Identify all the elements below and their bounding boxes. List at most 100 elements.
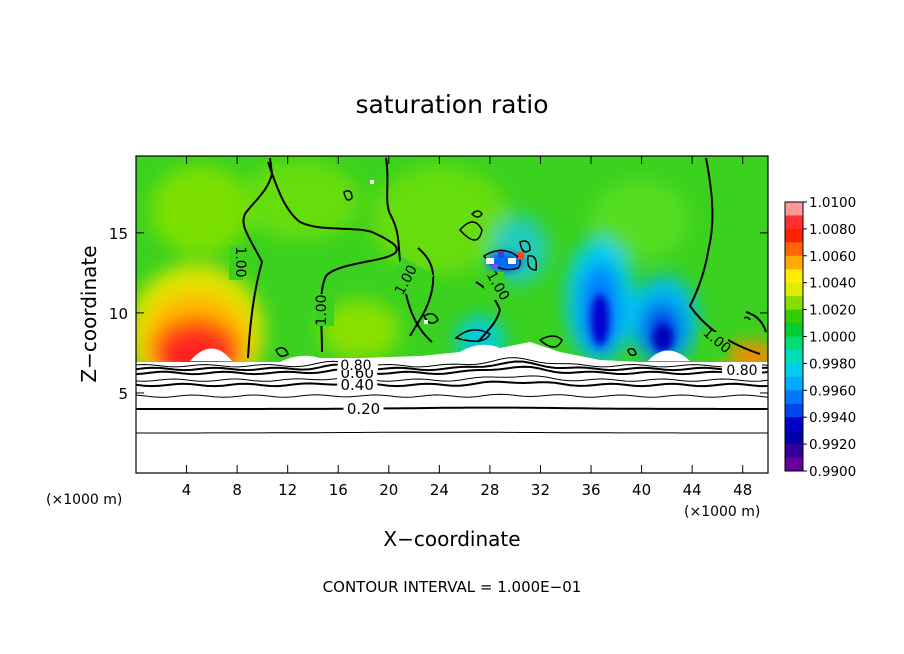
colorbar-label: 0.9940 bbox=[809, 410, 856, 426]
colorbar-label: 0.9920 bbox=[809, 437, 856, 453]
colorbar-swatch bbox=[785, 323, 803, 337]
speckle bbox=[370, 180, 374, 184]
colorbar-label: 1.0000 bbox=[809, 330, 856, 346]
light-green-patch bbox=[590, 180, 690, 260]
contour-label-bg bbox=[700, 332, 728, 356]
light-green-patch bbox=[150, 165, 250, 255]
saturated-core-left bbox=[190, 348, 232, 361]
colorbar bbox=[784, 201, 804, 472]
x-axis-label: X−coordinate bbox=[383, 527, 520, 551]
colorbar-swatch bbox=[785, 403, 803, 418]
colorbar-swatch bbox=[785, 255, 803, 270]
colorbar-label: 0.9980 bbox=[809, 356, 856, 372]
x-tick-label: 4 bbox=[182, 481, 192, 499]
contour-line bbox=[136, 393, 768, 398]
colorbar-swatch bbox=[785, 457, 803, 472]
colorbar-swatch bbox=[785, 309, 803, 324]
colorbar-swatch bbox=[785, 349, 803, 364]
colorbar-label: 1.0100 bbox=[809, 195, 856, 211]
contour-label-bg bbox=[484, 272, 504, 300]
contour-line bbox=[136, 360, 768, 372]
light-green-patch bbox=[370, 165, 510, 275]
contour-label-bg bbox=[343, 400, 384, 415]
colorbar-swatch bbox=[785, 444, 803, 459]
x-unit-left: (×1000 m) bbox=[46, 492, 122, 508]
speckle bbox=[498, 252, 504, 258]
colorbar-swatch bbox=[785, 430, 803, 445]
colorbar-swatch bbox=[785, 282, 803, 297]
contour-line bbox=[136, 406, 768, 410]
x-tick-label: 12 bbox=[278, 481, 297, 499]
contour-line bbox=[136, 365, 768, 376]
contour-labels: 1.00 1.00 1.00 1.00 1.00 0.80 0.80 bbox=[229, 246, 762, 379]
contour-label: 1.00 bbox=[232, 246, 248, 277]
contour-label-bg bbox=[229, 246, 243, 280]
x-ticks: 4 8 12 16 20 24 28 32 36 40 44 48 bbox=[182, 156, 752, 499]
colorbar-label: 1.0040 bbox=[809, 276, 856, 292]
x-tick-label: 16 bbox=[329, 481, 348, 499]
x-tick-label: 44 bbox=[683, 481, 702, 499]
colorbar-swatch bbox=[785, 376, 803, 391]
colorbar-label: 1.0080 bbox=[809, 222, 856, 238]
y-axis-label: Z−coordinate bbox=[77, 245, 101, 382]
colorbar-swatch bbox=[785, 336, 803, 351]
contour-lines-dry: 0.200.400.60 bbox=[136, 357, 768, 434]
colorbar-swatch bbox=[785, 269, 803, 284]
x-tick-label: 36 bbox=[581, 481, 600, 499]
speckle bbox=[508, 258, 516, 264]
x-tick-label: 32 bbox=[531, 481, 550, 499]
plot-frame bbox=[135, 155, 769, 474]
x-tick-label: 24 bbox=[430, 481, 449, 499]
contour-label-bg bbox=[338, 358, 378, 370]
x-tick-label: 28 bbox=[480, 481, 499, 499]
contour-1-lines bbox=[242, 157, 767, 359]
contour-label: 1.00 bbox=[314, 294, 330, 325]
x-unit-right: (×1000 m) bbox=[684, 504, 760, 520]
colorbar-labels: 1.0100 1.0080 1.0060 1.0040 1.0020 1.0000 0.99… bbox=[803, 195, 856, 480]
light-green-patch bbox=[320, 300, 400, 360]
y-tick-label: 15 bbox=[109, 225, 128, 243]
y-tick-label: 5 bbox=[118, 385, 128, 403]
speckle bbox=[486, 258, 494, 264]
colorbar-swatch bbox=[785, 417, 803, 432]
speckle bbox=[492, 264, 498, 268]
contour-line bbox=[136, 375, 768, 382]
colorbar-swatch bbox=[785, 390, 803, 405]
saturated-core-right bbox=[648, 350, 690, 361]
contour-1-wiggles bbox=[275, 190, 751, 357]
colorbar-label: 0.9960 bbox=[809, 383, 856, 399]
contour-label: 0.80 bbox=[726, 363, 757, 379]
colorbar-swatch bbox=[785, 242, 803, 257]
x-tick-label: 20 bbox=[379, 481, 398, 499]
colorbar-label: 0.9900 bbox=[809, 464, 856, 480]
peak-core bbox=[591, 294, 609, 346]
y-tick-label: 10 bbox=[109, 305, 128, 323]
field-peaks bbox=[487, 252, 673, 352]
contour-line bbox=[136, 357, 768, 368]
x-tick-label: 48 bbox=[733, 481, 752, 499]
y-ticks: 5 10 15 bbox=[109, 225, 768, 403]
contour-label-bg bbox=[316, 294, 334, 326]
colorbar-label: 1.0020 bbox=[809, 303, 856, 319]
contour-interval-note: CONTOUR INTERVAL = 1.000E−01 bbox=[323, 578, 582, 596]
chart-title: saturation ratio bbox=[355, 90, 548, 119]
contour-label: 0.20 bbox=[347, 400, 380, 418]
speckle-cluster bbox=[370, 180, 524, 324]
contour-line bbox=[136, 380, 768, 388]
colorbar-swatch bbox=[785, 228, 803, 243]
speckle bbox=[518, 252, 524, 260]
contour-line bbox=[136, 431, 768, 434]
contour-label-bg bbox=[337, 376, 378, 391]
contour-label: 0.40 bbox=[340, 376, 373, 394]
colorbar-swatch bbox=[785, 202, 803, 216]
colorbar-swatch bbox=[785, 296, 803, 311]
saturation-field bbox=[136, 156, 768, 473]
speckle bbox=[424, 320, 428, 324]
contour-label-bg bbox=[722, 362, 762, 376]
colorbar-swatch bbox=[785, 215, 803, 230]
x-tick-label: 40 bbox=[632, 481, 651, 499]
contour-label-bg bbox=[387, 257, 434, 302]
contour-label: 0.80 bbox=[340, 358, 371, 374]
colorbar-swatch bbox=[785, 363, 803, 378]
